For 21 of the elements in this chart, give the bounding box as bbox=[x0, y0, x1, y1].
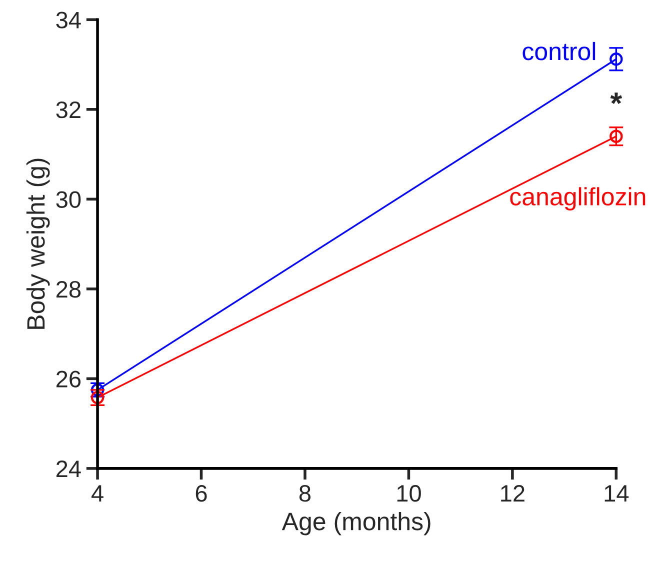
point bbox=[610, 52, 623, 66]
y-tick-label: 28 bbox=[56, 280, 81, 298]
y-tick-label: 30 bbox=[56, 191, 81, 208]
x-tick-label: 8 bbox=[299, 485, 311, 502]
y-tick-label: 32 bbox=[56, 101, 80, 118]
x-tick-label: 4 bbox=[92, 485, 104, 502]
point bbox=[90, 383, 104, 396]
x-axis-title: Age (months) bbox=[282, 512, 430, 536]
x-tick-label: 14 bbox=[604, 485, 629, 502]
series-label: control bbox=[522, 42, 596, 60]
point bbox=[610, 130, 623, 143]
point bbox=[90, 390, 104, 404]
y-tick-label: 26 bbox=[56, 370, 81, 388]
y-tick-label: 34 bbox=[56, 12, 81, 28]
x-tick-label: 6 bbox=[196, 485, 207, 502]
x-tick-label: 12 bbox=[501, 485, 524, 502]
y-tick-label: 24 bbox=[56, 460, 81, 477]
annotation: * bbox=[610, 92, 622, 104]
y-axis-title: Body weight (g) bbox=[26, 158, 50, 329]
series-label: canagliflozin bbox=[510, 187, 646, 210]
x-tick-label: 10 bbox=[397, 485, 421, 502]
